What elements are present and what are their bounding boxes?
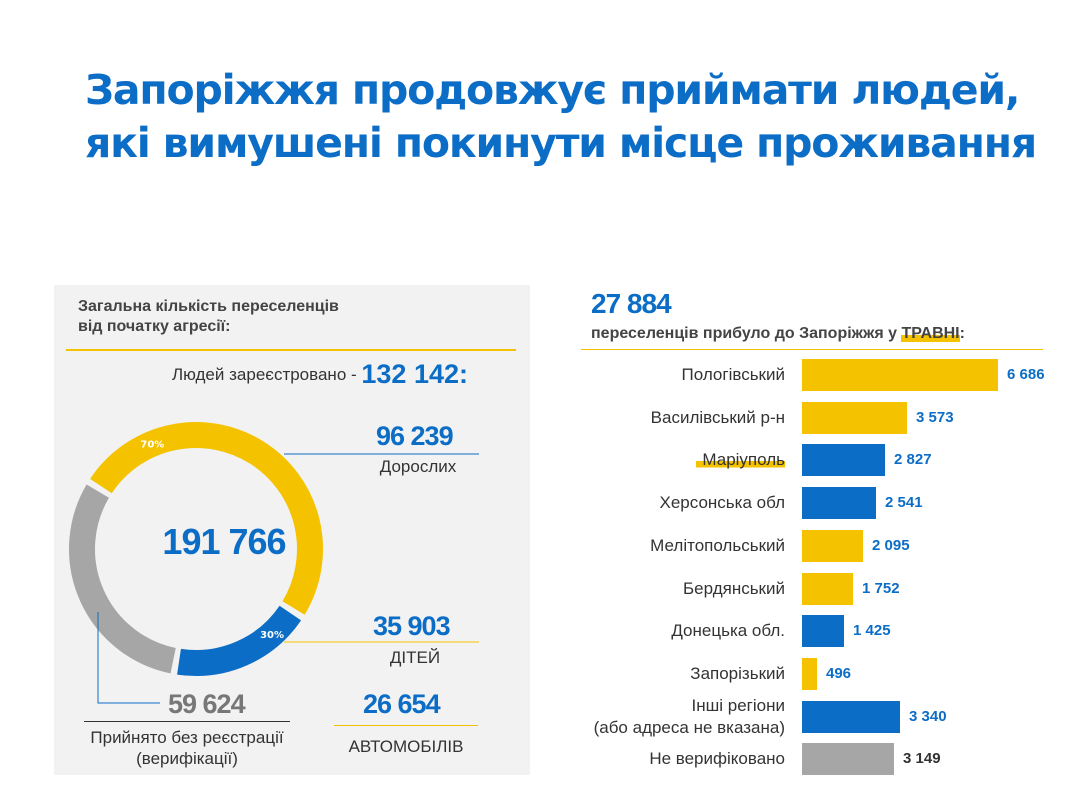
bar-value-label: 2 827 xyxy=(894,451,932,469)
unregistered-divider xyxy=(84,721,290,722)
bar-value-label: 3 340 xyxy=(909,707,947,725)
bar-category-label: Бердянський xyxy=(683,578,785,600)
bar-category-label-line: Запорізький xyxy=(690,663,785,683)
bar-category-label-line: Пологівський xyxy=(681,365,785,384)
total-displaced-panel: Загальна кількість переселенців від поча… xyxy=(54,285,530,775)
may-total-value: 27 884 xyxy=(591,288,672,319)
bar-category-label-line: Бердянський xyxy=(683,578,785,598)
bar-category-label-line: (або адреса не вказана) xyxy=(593,717,785,737)
registered-suffix: : xyxy=(459,359,468,389)
page-title-line-1: Запоріжжя продовжує приймати людей, xyxy=(85,66,1020,114)
page-title-line-2: які вимушені покинути місце проживання xyxy=(85,119,1037,167)
panel-heading-line-1: Загальна кількість переселенців xyxy=(78,298,339,315)
unregistered-label: Прийнято без реєстрації (верифікації) xyxy=(76,727,298,769)
children-value: 35 903 xyxy=(373,611,451,641)
bar-category-label: Пологівський xyxy=(682,364,785,386)
bar xyxy=(802,487,876,520)
bar xyxy=(802,444,885,477)
panel-heading: Загальна кількість переселенців від поча… xyxy=(78,297,339,337)
unregistered-label-line-1: Прийнято без реєстрації xyxy=(90,728,284,747)
bar-category-label-line: Маріуполь xyxy=(702,450,785,470)
cars-value: 26 654 xyxy=(363,689,441,719)
bar-category-label: Херсонська обл xyxy=(660,492,785,514)
total-displaced-value: 191 766 xyxy=(162,521,286,562)
cars-label: АВТОМОБІЛІВ xyxy=(348,737,464,756)
bar xyxy=(802,743,894,776)
donut-chart: 70% 30% xyxy=(69,422,479,704)
donut-segment xyxy=(90,422,323,615)
unregistered-leader-line xyxy=(97,612,160,704)
donut-segment xyxy=(177,605,302,676)
bar xyxy=(802,572,853,605)
bar-category-label-line: Інші регіони xyxy=(691,695,785,715)
unregistered-value: 59 624 xyxy=(168,689,246,719)
bar-category-label: Донецька обл. xyxy=(671,620,785,642)
bar-value-label: 3 149 xyxy=(903,750,941,768)
bar xyxy=(802,700,900,733)
bar-category-label: Не верифіковано xyxy=(649,748,785,770)
bar xyxy=(802,401,907,434)
may-subtitle-text: переселенців прибуло до Запоріжжя у xyxy=(591,325,902,342)
donut-percent-label: 70% xyxy=(140,440,164,451)
bar-category-label: Інші регіони (або адреса не вказана) xyxy=(594,695,785,739)
bar xyxy=(802,359,998,391)
bar-value-label: 2 541 xyxy=(885,494,923,512)
panel-heading-line-2: від початку агресії: xyxy=(78,318,231,335)
bar-category-label-line: Херсонська обл xyxy=(659,493,785,513)
donut-segment xyxy=(69,484,177,674)
registered-row: Людей зареєстровано - 132 142: xyxy=(172,359,468,390)
bar-category-label-line: Донецька обл. xyxy=(671,621,785,641)
bar-category-label-line: Мелітопольський xyxy=(650,535,785,555)
bar-value-label: 1 752 xyxy=(862,579,900,597)
adults-label: Дорослих xyxy=(379,457,457,476)
bar-category-label: Маріуполь xyxy=(696,449,785,472)
registered-value: 132 142 xyxy=(361,359,459,389)
page-title: Запоріжжя продовжує приймати людей, які … xyxy=(85,64,1065,170)
heading-divider xyxy=(66,349,516,351)
bar xyxy=(802,615,844,648)
bar-value-label: 496 xyxy=(826,664,852,682)
bar-value-label: 3 573 xyxy=(916,408,954,426)
subtitle-divider xyxy=(581,349,1043,350)
cars-divider xyxy=(334,725,478,726)
bar-category-label-line: Василівський р-н xyxy=(650,407,785,427)
bar-value-label: 6 686 xyxy=(1007,366,1045,383)
may-subtitle-highlight: ТРАВНІ xyxy=(901,325,960,342)
unregistered-label-line-2: (верифікації) xyxy=(136,749,238,768)
bar-value-label: 2 095 xyxy=(872,536,910,554)
bar xyxy=(802,657,817,690)
bar xyxy=(802,529,863,562)
children-label: ДІТЕЙ xyxy=(389,648,441,667)
registered-label: Людей зареєстровано - xyxy=(171,365,362,384)
donut-percent-label: 30% xyxy=(260,630,284,641)
bar-category-label: Запорізький xyxy=(690,663,785,685)
adults-value: 96 239 xyxy=(376,421,454,451)
may-subtitle: переселенців прибуло до Запоріжжя у ТРАВ… xyxy=(591,325,965,343)
bar-category-label: Василівський р-н xyxy=(651,407,785,429)
donut-segments: 70% 30% xyxy=(69,422,323,676)
bar-value-label: 1 425 xyxy=(853,622,891,640)
may-subtitle-colon: : xyxy=(959,325,965,342)
bar-category-label-line: Не верифіковано xyxy=(649,749,785,769)
bar-category-label: Мелітопольський xyxy=(650,535,785,557)
